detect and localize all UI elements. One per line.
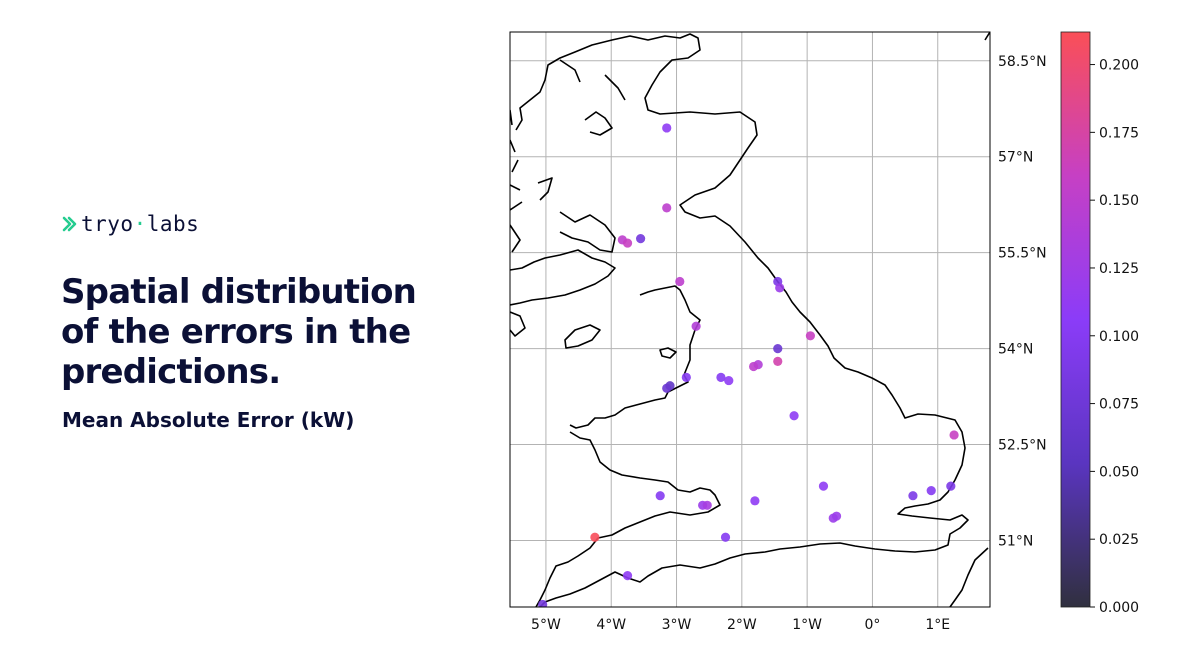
colorbar-tick-label: 0.150 — [1099, 193, 1139, 209]
lat-tick-label: 51°N — [998, 533, 1033, 549]
lon-tick-label: 2°W — [727, 617, 757, 633]
lat-tick-label: 54°N — [998, 342, 1033, 358]
error-point — [720, 532, 731, 542]
error-point — [662, 203, 672, 213]
colorbar-tick-label: 0.075 — [1099, 397, 1139, 413]
error-point — [831, 511, 842, 521]
brand-logo: tryo·labs — [61, 212, 199, 236]
lat-tick-label: 55.5°N — [998, 246, 1047, 262]
error-point — [590, 532, 600, 542]
error-point — [926, 485, 936, 496]
error-point — [789, 411, 799, 421]
colorbar-tick-label: 0.125 — [1099, 261, 1139, 277]
error-point — [622, 571, 633, 581]
error-point — [636, 233, 646, 244]
error-point — [775, 283, 785, 293]
colorbar-ticks: 0.000 0.025 0.050 0.075 0.100 0.125 0.150 0.175… — [1090, 58, 1139, 616]
map-frame — [509, 31, 991, 608]
lon-tick-label: 5°W — [531, 617, 561, 633]
error-point — [724, 375, 734, 386]
colorbar-tick-label: 0.100 — [1099, 329, 1139, 345]
lon-tick-label: 0° — [864, 617, 880, 633]
error-point — [818, 481, 829, 491]
lon-tick-label: 1°E — [925, 617, 950, 633]
error-point — [949, 430, 959, 440]
error-point — [702, 500, 712, 510]
error-point — [773, 344, 783, 354]
error-point — [946, 481, 956, 491]
error-point — [681, 372, 691, 382]
error-point — [622, 238, 633, 248]
colorbar-tick-label: 0.025 — [1099, 532, 1139, 548]
error-point — [662, 123, 672, 133]
error-point — [716, 372, 726, 382]
colorbar-tick-label: 0.050 — [1099, 464, 1139, 480]
error-point — [538, 599, 548, 607]
lat-tick-label: 52.5°N — [998, 438, 1047, 454]
colorbar — [1060, 31, 1091, 608]
error-point — [691, 321, 701, 331]
colorbar-tick-label: 0.200 — [1099, 58, 1139, 74]
longitude-ticks: 5°W 4°W 3°W 2°W 1°W 0° 1°E — [531, 617, 950, 633]
error-point — [675, 276, 685, 287]
colorbar-tick-label: 0.000 — [1099, 600, 1139, 616]
brand-name: tryo·labs — [81, 212, 200, 236]
error-point — [662, 383, 672, 393]
error-point — [748, 361, 759, 372]
lon-tick-label: 3°W — [662, 617, 692, 633]
lon-tick-label: 4°W — [596, 617, 626, 633]
error-points — [538, 123, 959, 607]
page-title: Spatial distribution of the errors in th… — [61, 272, 417, 392]
lon-tick-label: 1°W — [792, 617, 822, 633]
page-subtitle: Mean Absolute Error (kW) — [62, 408, 355, 432]
lat-tick-label: 57°N — [998, 150, 1033, 166]
chevron-link-icon — [62, 216, 77, 232]
colorbar-tick-label: 0.175 — [1099, 125, 1139, 141]
error-point — [750, 496, 760, 506]
error-point — [773, 356, 783, 366]
latitude-ticks: 51°N 52.5°N 54°N 55.5°N 57°N 58.5°N — [998, 54, 1047, 550]
lat-tick-label: 58.5°N — [998, 54, 1047, 70]
error-point — [655, 491, 665, 501]
coastline — [510, 32, 990, 607]
error-point — [805, 331, 816, 341]
error-point — [908, 491, 918, 501]
